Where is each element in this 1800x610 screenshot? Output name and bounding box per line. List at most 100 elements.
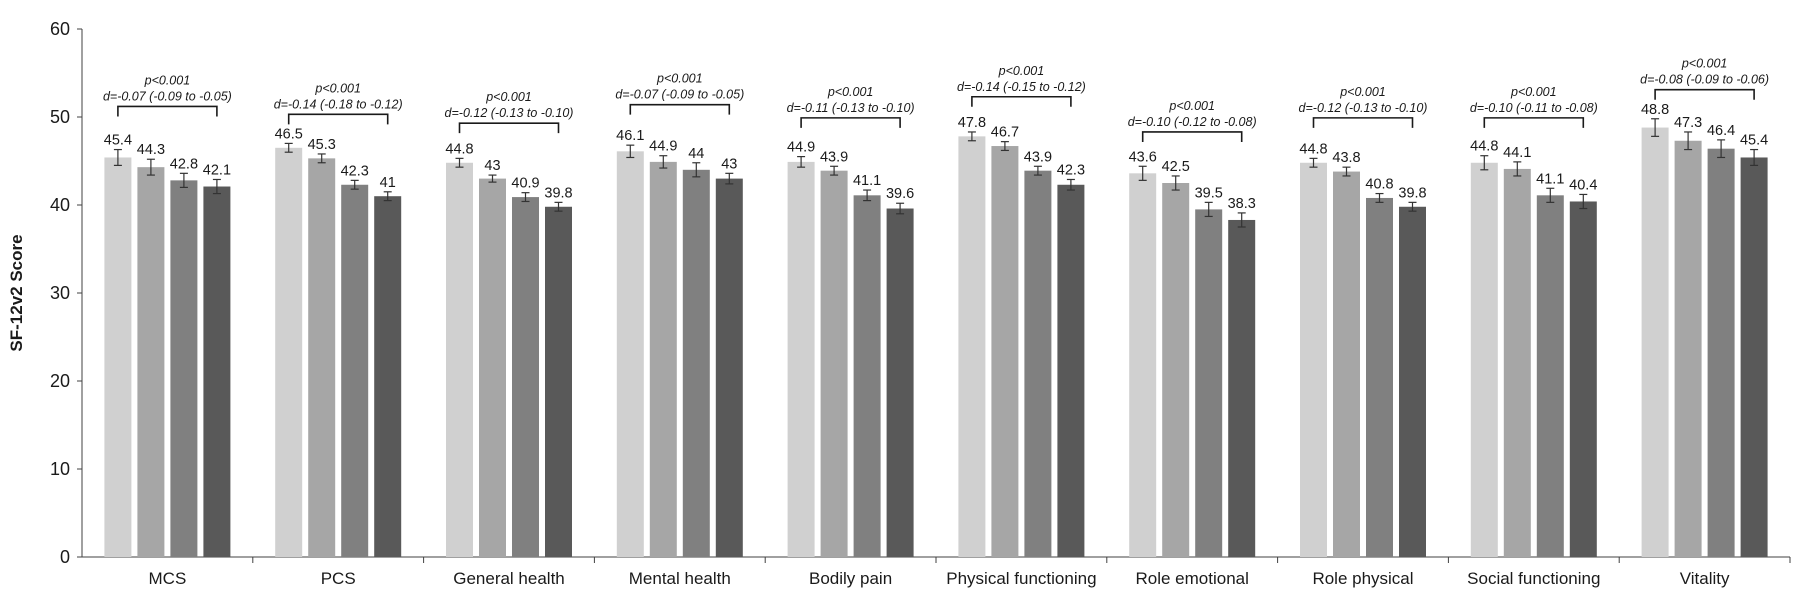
significance-bracket: [629, 103, 731, 115]
data-label: 41.1: [1536, 171, 1564, 187]
data-label: 44.8: [1470, 139, 1498, 155]
significance-bracket: [117, 105, 218, 117]
data-label: 39.6: [886, 186, 914, 202]
p-value-label: p<0.001: [1681, 57, 1728, 71]
significance-bracket: [1312, 117, 1414, 128]
data-label: 41: [380, 175, 396, 191]
bar: [1740, 157, 1768, 558]
category-label: Role emotional: [1135, 569, 1248, 588]
data-label: 45.4: [104, 133, 132, 149]
significance-bracket: [458, 122, 560, 134]
significance-bracket: [971, 95, 1072, 107]
significance-bracket: [1141, 131, 1243, 142]
data-label: 44.3: [137, 142, 165, 158]
bar: [137, 167, 165, 557]
labels: MCS 45.4 44.3 42.8 42.1 PCS 46.5 45.3 42.3 41 Gene…: [104, 102, 1768, 588]
y-tick-label: 30: [50, 283, 70, 303]
bar: [1333, 171, 1360, 557]
bar: [1195, 209, 1223, 557]
data-label: 40.9: [511, 176, 539, 192]
category-label: Mental health: [629, 569, 731, 588]
p-value-label: p<0.001: [1168, 99, 1215, 113]
effect-size-label: d=-0.14 (-0.18 to -0.12): [274, 97, 403, 111]
bar: [512, 197, 539, 557]
y-tick-label: 40: [50, 195, 70, 215]
bar: [1300, 162, 1327, 557]
bar: [991, 146, 1019, 558]
data-label: 40.4: [1569, 177, 1597, 193]
p-value-label: p<0.001: [1339, 85, 1386, 99]
p-value-label: p<0.001: [144, 73, 191, 87]
significance-bracket: [800, 117, 901, 128]
data-label: 39.8: [1398, 185, 1426, 201]
category-label: General health: [453, 569, 565, 588]
bar: [104, 157, 132, 558]
category-label: Physical functioning: [946, 569, 1096, 588]
data-label: 39.5: [1195, 185, 1223, 201]
bar: [1503, 168, 1531, 558]
data-label: 42.3: [1057, 162, 1085, 178]
bar: [1057, 184, 1085, 557]
p-value-label: p<0.001: [827, 85, 874, 99]
category-label: Role physical: [1312, 569, 1413, 588]
effect-size-label: d=-0.14 (-0.15 to -0.12): [957, 80, 1086, 94]
y-tick-label: 20: [50, 371, 70, 391]
data-label: 43: [721, 156, 737, 172]
p-value-label: p<0.001: [998, 64, 1045, 78]
effect-size-label: d=-0.07 (-0.09 to -0.05): [103, 89, 232, 103]
data-label: 43.6: [1129, 149, 1157, 165]
significance-bracket: [287, 113, 389, 125]
y-tick-label: 50: [50, 107, 70, 127]
p-value-label: p<0.001: [1510, 85, 1557, 99]
category-label: Bodily pain: [809, 569, 892, 588]
effect-size-label: d=-0.07 (-0.09 to -0.05): [615, 88, 744, 102]
category-label: Social functioning: [1467, 569, 1600, 588]
bar: [616, 151, 644, 557]
data-label: 42.8: [170, 156, 198, 172]
data-label: 38.3: [1228, 196, 1256, 212]
data-label: 46.1: [616, 128, 644, 144]
bar: [446, 162, 473, 557]
bar: [886, 208, 914, 557]
data-label: 43.9: [1024, 149, 1052, 165]
data-label: 46.4: [1707, 123, 1735, 139]
bar: [853, 195, 881, 557]
data-label: 44.9: [649, 139, 677, 155]
bar: [682, 169, 710, 558]
bar: [1162, 183, 1190, 557]
data-label: 46.7: [991, 125, 1019, 141]
data-label: 47.3: [1674, 115, 1702, 131]
y-tick-label: 60: [50, 19, 70, 39]
data-label: 44.8: [1299, 141, 1327, 157]
y-tick-label: 10: [50, 459, 70, 479]
bar: [341, 184, 369, 557]
bar: [1228, 219, 1256, 557]
y-axis-title: SF-12v2 Score: [7, 234, 26, 351]
bar: [275, 147, 303, 558]
data-label: 46.5: [275, 126, 303, 142]
bar: [1569, 201, 1597, 558]
data-label: 42.3: [341, 163, 369, 179]
y-tick-label: 0: [60, 547, 70, 567]
effect-size-label: d=-0.12 (-0.13 to -0.10): [1299, 101, 1428, 115]
bar: [1470, 162, 1498, 557]
bar: [715, 178, 743, 557]
p-value-label: p<0.001: [485, 90, 532, 104]
annotations: d=-0.07 (-0.09 to -0.05) p<0.001 d=-0.14 (…: [103, 57, 1769, 142]
data-label: 44.1: [1503, 145, 1531, 161]
data-label: 45.3: [308, 137, 336, 153]
data-label: 44.8: [445, 141, 473, 157]
bar: [1536, 195, 1564, 557]
bar: [374, 196, 402, 557]
category-label: Vitality: [1680, 569, 1730, 588]
significance-bracket: [1483, 117, 1585, 128]
effect-size-label: d=-0.10 (-0.12 to -0.08): [1128, 115, 1257, 129]
category-label: PCS: [321, 569, 356, 588]
bar: [203, 186, 231, 557]
data-label: 47.8: [958, 115, 986, 131]
bar: [1129, 173, 1157, 557]
category-label: MCS: [149, 569, 187, 588]
data-label: 43.8: [1332, 150, 1360, 166]
bar: [170, 180, 198, 558]
